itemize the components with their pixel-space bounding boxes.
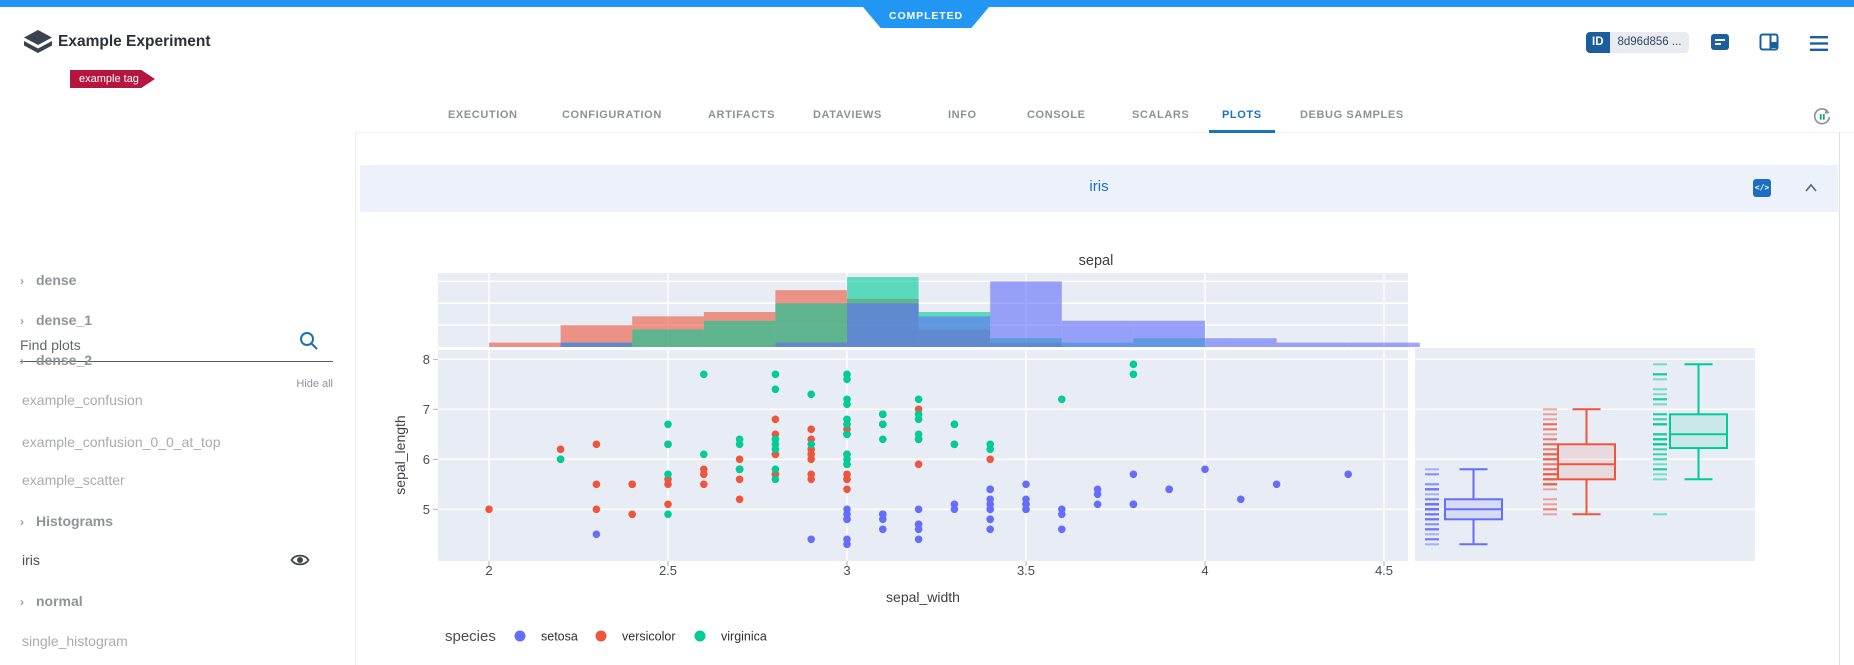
sidebar-item-normal[interactable]: › normal (0, 581, 340, 621)
tab-scalars[interactable]: SCALARS (1132, 109, 1190, 121)
svg-text:species: species (445, 628, 496, 645)
svg-text:8: 8 (423, 352, 430, 367)
id-label: ID (1586, 32, 1610, 53)
tabbar-divider (0, 132, 1854, 133)
experiment-tag: example tag (70, 70, 155, 88)
sidebar-item-histograms[interactable]: › Histograms (0, 501, 340, 541)
tab-dataviews[interactable]: DATAVIEWS (813, 109, 882, 121)
search-icon[interactable] (298, 330, 320, 352)
sidebar-item-label: dense (36, 272, 77, 288)
sidebar-item-label: example_confusion_0_0_at_top (22, 434, 221, 450)
plot-panel-title: iris (1089, 178, 1109, 195)
menu-icon[interactable] (1808, 33, 1830, 55)
tab-debug-samples[interactable]: DEBUG SAMPLES (1300, 109, 1404, 121)
experiment-type-icon (24, 30, 52, 53)
svg-text:3.5: 3.5 (1017, 563, 1035, 578)
sidebar-item-label: dense_1 (36, 312, 93, 328)
auto-refresh-icon[interactable] (1811, 106, 1833, 128)
tab-execution[interactable]: EXECUTION (448, 109, 518, 121)
svg-text:4: 4 (1201, 563, 1208, 578)
tab-artifacts[interactable]: ARTIFACTS (708, 109, 776, 121)
svg-text:virginica: virginica (721, 630, 767, 644)
chevron-right-icon[interactable]: › (20, 314, 24, 328)
svg-text:sepal_width: sepal_width (886, 589, 960, 605)
svg-text:4.5: 4.5 (1375, 563, 1393, 578)
top-accent-bar (0, 0, 1854, 7)
details-panel-icon[interactable] (1758, 31, 1780, 53)
sidebar-item-label: example_confusion (22, 392, 143, 408)
plots-sidebar: Hide all › dense › dense_1 › dense_2 example_c… (0, 132, 356, 665)
tab-info[interactable]: INFO (948, 109, 977, 121)
chevron-right-icon[interactable]: › (20, 595, 24, 609)
sidebar-item-label: iris (22, 552, 40, 568)
search-input[interactable] (20, 328, 333, 362)
sidebar-item-iris[interactable]: iris (0, 540, 340, 580)
svg-text:3: 3 (843, 563, 850, 578)
sidebar-item-dense[interactable]: › dense (0, 260, 340, 300)
svg-text:5: 5 (423, 502, 430, 517)
scroll-track[interactable] (1839, 132, 1840, 665)
plot-panel-header: iris </> (360, 165, 1838, 212)
tab-console[interactable]: CONSOLE (1027, 109, 1086, 121)
sidebar-item-dense_1[interactable]: › dense_1 (0, 300, 340, 340)
embed-code-icon[interactable]: </> (1753, 179, 1771, 197)
sidebar-item-example_confusion[interactable]: example_confusion (0, 380, 340, 420)
sidebar-item-label: Histograms (36, 513, 114, 529)
svg-text:6: 6 (423, 452, 430, 467)
hide-all-link[interactable]: Hide all (296, 378, 333, 390)
sidebar-item-dense_2[interactable]: › dense_2 (0, 340, 340, 380)
comments-icon[interactable] (1709, 31, 1731, 53)
iris-plot-figure[interactable]: 2 2.5 3 3.5 4 4.5 5 6 7 8 sepal sepal_width sepal_le… (360, 212, 1840, 665)
collapse-panel-icon[interactable] (1803, 181, 1819, 195)
sidebar-item-single_histogram[interactable]: single_histogram (0, 621, 340, 661)
sidebar-item-label: single_histogram (22, 633, 128, 649)
chevron-right-icon[interactable]: › (20, 515, 24, 529)
experiment-title: Example Experiment (58, 33, 211, 50)
svg-text:sepal_length: sepal_length (392, 415, 408, 494)
svg-text:versicolor: versicolor (622, 630, 676, 644)
svg-text:sepal: sepal (1079, 253, 1114, 269)
svg-text:2: 2 (485, 563, 492, 578)
sidebar-item-label: dense_2 (36, 352, 93, 368)
svg-text:7: 7 (423, 402, 430, 417)
sidebar-item-example_scatter[interactable]: example_scatter (0, 460, 340, 500)
sidebar-item-label: example_scatter (22, 472, 125, 488)
svg-text:setosa: setosa (541, 630, 578, 644)
sidebar-item-example_confusion_0_0_at_top[interactable]: example_confusion_0_0_at_top (0, 422, 340, 462)
chevron-right-icon[interactable]: › (20, 274, 24, 288)
id-value: 8d96d856 ... (1609, 32, 1690, 53)
chevron-right-icon[interactable]: › (20, 354, 24, 368)
status-badge: COMPLETED (863, 7, 989, 28)
svg-text:2.5: 2.5 (659, 563, 677, 578)
tab-configuration[interactable]: CONFIGURATION (562, 109, 662, 121)
tab-plots[interactable]: PLOTS (1209, 100, 1275, 133)
sidebar-item-label: normal (36, 593, 83, 609)
experiment-id-chip[interactable]: ID 8d96d856 ... (1586, 32, 1690, 53)
eye-icon[interactable] (290, 551, 310, 569)
